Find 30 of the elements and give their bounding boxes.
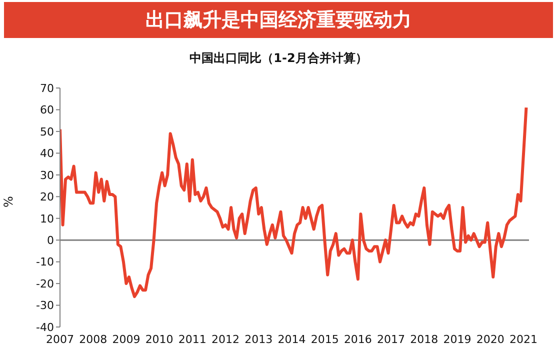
x-tick-label: 2014	[278, 332, 306, 346]
y-axis-title: %	[1, 196, 16, 208]
x-tick-label: 2008	[79, 332, 108, 346]
chart-title: 出口飙升是中国经济重要驱动力	[146, 8, 412, 33]
y-tick-label: -30	[36, 299, 54, 312]
y-tick-label: -20	[36, 277, 54, 290]
y-tick-label: 10	[40, 212, 54, 226]
x-tick-label: 2021	[509, 332, 538, 346]
y-tick-label: -40	[36, 320, 54, 334]
x-tick-label: 2010	[145, 332, 174, 346]
x-tick-label: 2017	[377, 332, 406, 346]
chart-subtitle: 中国出口同比（1-2月合并计算）	[190, 51, 368, 65]
y-tick-label: 60	[40, 104, 54, 117]
x-tick-label: 2019	[443, 332, 472, 346]
x-tick-label: 2015	[310, 332, 339, 346]
x-tick-label: 2020	[476, 332, 504, 346]
x-tick-label: 2013	[244, 332, 273, 346]
y-tick-label: 20	[40, 190, 54, 204]
x-tick-label: 2018	[410, 332, 438, 346]
x-tick-label: 2016	[344, 332, 372, 346]
y-tick-label: 30	[40, 168, 54, 182]
y-tick-label: 70	[40, 82, 54, 95]
y-tick-label: -10	[36, 256, 54, 269]
x-tick-label: 2007	[46, 332, 74, 346]
y-tick-label: 0	[47, 234, 54, 247]
x-tick-label: 2012	[212, 332, 240, 346]
x-tick-label: 2009	[112, 332, 140, 346]
x-tick-label: 2011	[178, 332, 206, 346]
y-tick-label: 50	[40, 125, 54, 138]
y-tick-label: 40	[40, 147, 54, 160]
